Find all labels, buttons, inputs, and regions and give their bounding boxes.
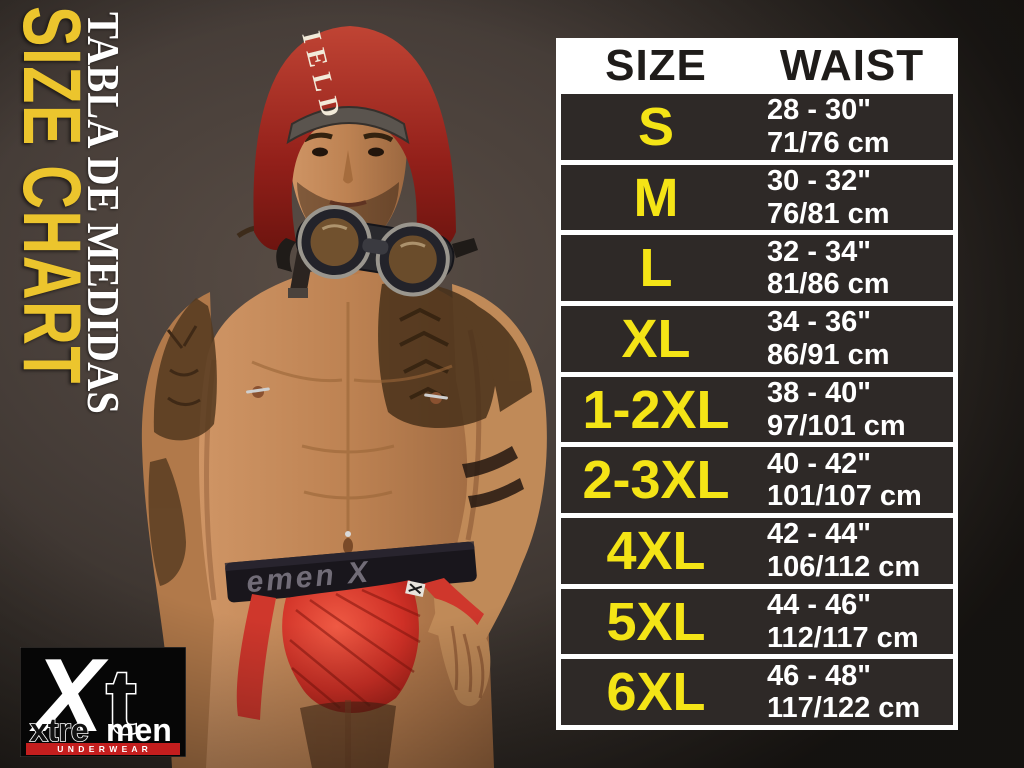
waist-cm: 71/76 cm	[767, 126, 890, 159]
table-header-row: SIZE WAIST	[561, 41, 953, 90]
waist-cell: 38 - 40" 97/101 cm	[751, 377, 953, 442]
waist-cell: 30 - 32" 76/81 cm	[751, 165, 953, 230]
waist-cell: 32 - 34" 81/86 cm	[751, 236, 953, 301]
size-cell: 5XL	[606, 591, 706, 652]
size-cell: 6XL	[606, 662, 706, 723]
logo-brand-solid: men	[106, 712, 172, 748]
waist-cm: 106/112 cm	[767, 550, 921, 583]
size-cell: S	[637, 96, 675, 157]
logo-brand-outline: xtre	[30, 712, 89, 748]
waist-inches: 38 - 40"	[767, 377, 872, 410]
table-row: M 30 - 32" 76/81 cm	[561, 164, 953, 231]
size-cell: 1-2XL	[582, 379, 730, 440]
waist-inches: 32 - 34"	[767, 235, 872, 268]
size-table: SIZE WAIST S 28 - 30" 71/76 cm M 30 - 32…	[556, 38, 958, 730]
page-subtitle: TABLA DE MEDIDAS	[78, 12, 129, 469]
logo-x: X	[29, 647, 109, 754]
waist-cm: 112/117 cm	[767, 621, 919, 654]
header-waist-label: WAIST	[779, 41, 925, 90]
waist-cm: 101/107 cm	[767, 480, 922, 513]
waist-cell: 44 - 46" 112/117 cm	[751, 589, 953, 654]
size-cell: L	[639, 238, 673, 299]
size-cell: 4XL	[606, 520, 706, 581]
size-cell: 2-3XL	[582, 450, 730, 511]
waist-cell: 28 - 30" 71/76 cm	[751, 94, 953, 159]
waist-cell: 42 - 44" 106/112 cm	[751, 518, 953, 583]
waist-inches: 30 - 32"	[767, 165, 872, 198]
table-row: 5XL 44 - 46" 112/117 cm	[561, 588, 953, 655]
table-row: L 32 - 34" 81/86 cm	[561, 235, 953, 302]
waist-cm: 81/86 cm	[767, 268, 890, 301]
size-cell: XL	[621, 308, 691, 369]
waist-inches: 42 - 44"	[767, 518, 872, 551]
size-cell: M	[633, 167, 679, 228]
table-row: XL 34 - 36" 86/91 cm	[561, 306, 953, 372]
table-row: 6XL 46 - 48" 117/122 cm	[561, 659, 953, 726]
waist-cell: 46 - 48" 117/122 cm	[751, 660, 953, 725]
table-row: 2-3XL 40 - 42" 101/107 cm	[561, 447, 953, 514]
table-row: S 28 - 30" 71/76 cm	[561, 94, 953, 160]
waist-cm: 97/101 cm	[767, 409, 906, 442]
waist-inches: 46 - 48"	[767, 659, 872, 692]
page-subtitle-text: TABLA DE MEDIDAS	[78, 12, 129, 414]
waist-cm: 117/122 cm	[767, 692, 921, 725]
brand-logo: X t xtre men U N D E R W E A R	[20, 647, 186, 757]
waist-cm: 86/91 cm	[767, 338, 890, 371]
header-size-label: SIZE	[605, 41, 707, 90]
waist-cell: 40 - 42" 101/107 cm	[751, 448, 953, 513]
logo-underwear-bar	[26, 743, 180, 755]
waist-inches: 34 - 36"	[767, 306, 872, 339]
logo-tagline: U N D E R W E A R	[57, 744, 148, 754]
waist-inches: 44 - 46"	[767, 589, 872, 622]
waist-cell: 34 - 36" 86/91 cm	[751, 306, 953, 371]
waist-inches: 28 - 30"	[767, 94, 872, 127]
table-row: 1-2XL 38 - 40" 97/101 cm	[561, 376, 953, 443]
logo-t: t	[106, 651, 137, 753]
waist-inches: 40 - 42"	[767, 447, 872, 480]
table-row: 4XL 42 - 44" 106/112 cm	[561, 518, 953, 584]
waist-cm: 76/81 cm	[767, 197, 890, 230]
